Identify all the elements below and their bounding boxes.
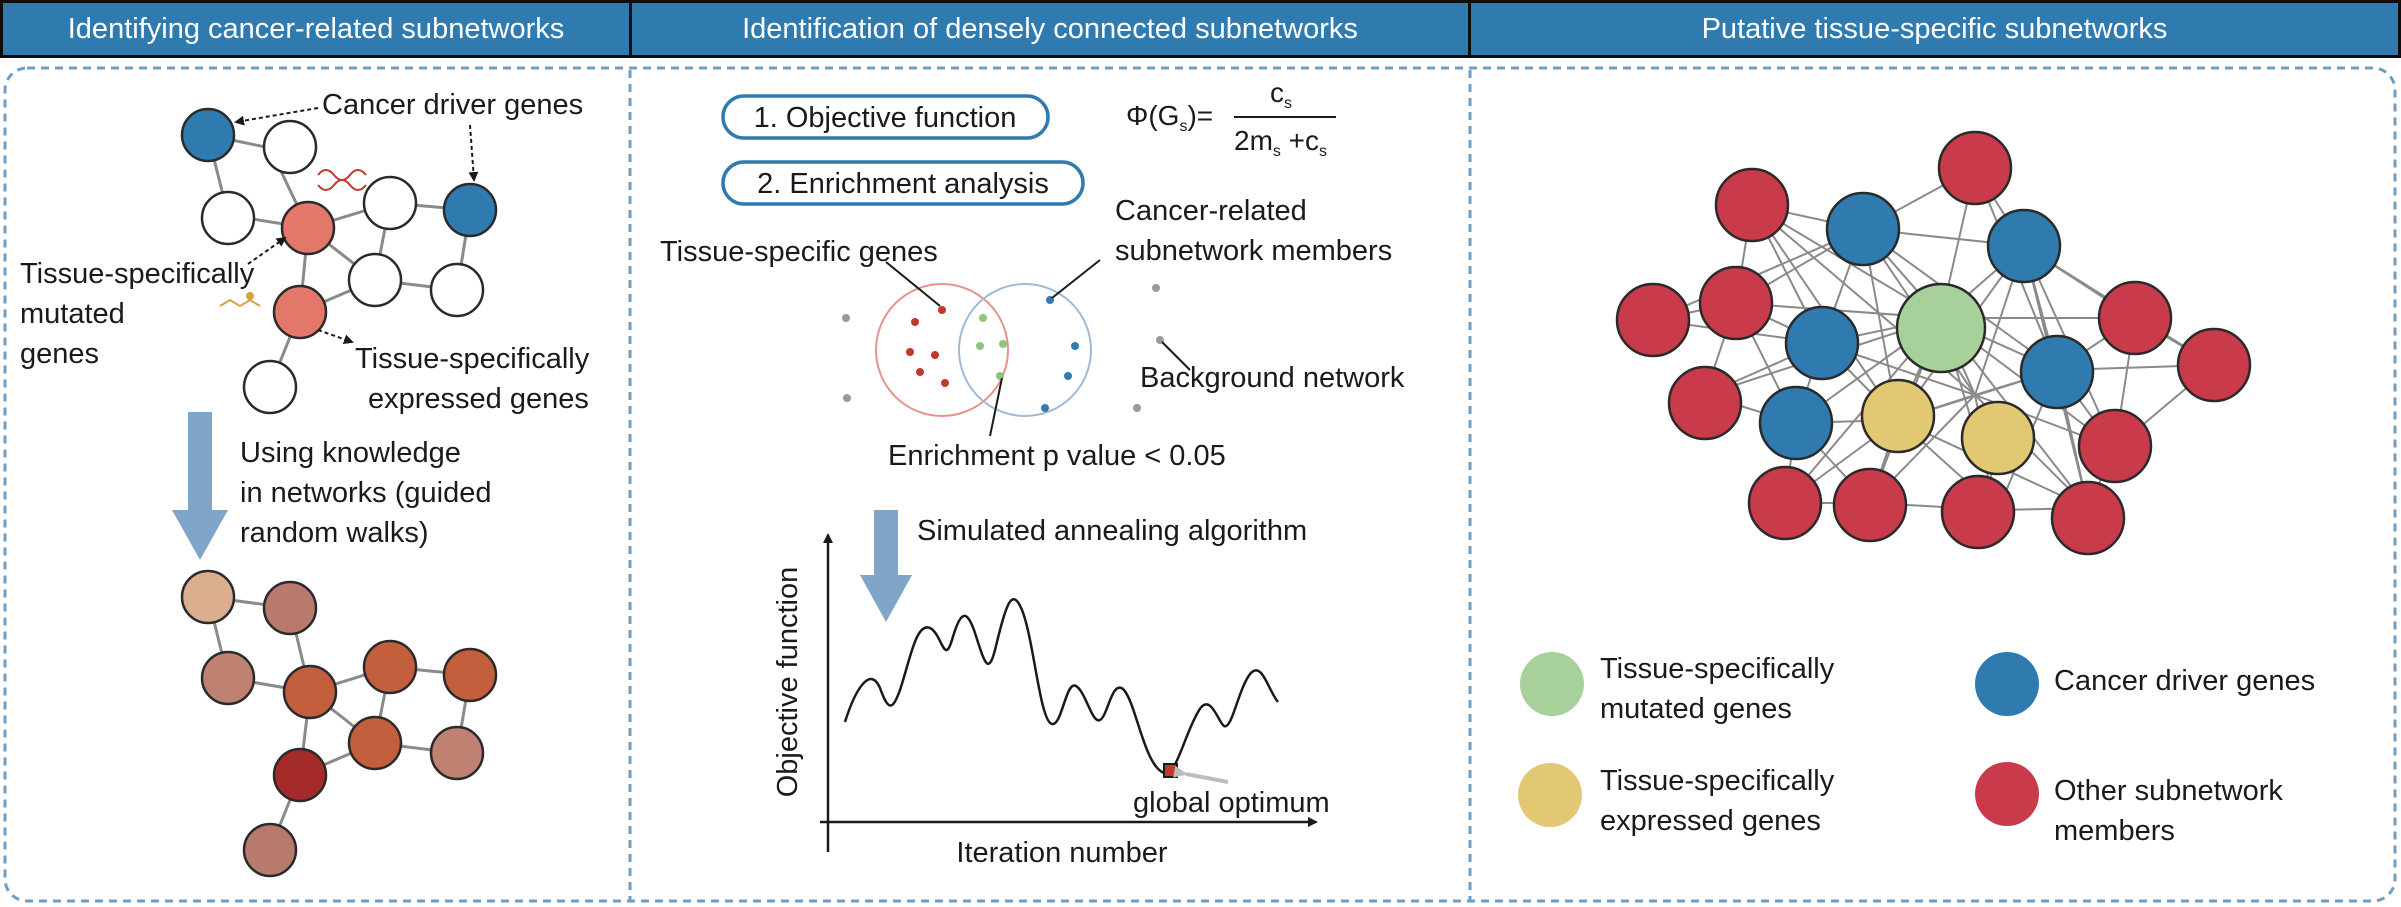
legend: Tissue-specifically mutated genes Tissue… [1518,652,2315,847]
step1-box [721,94,1050,140]
node-expressed [1960,400,2036,476]
legend-swatch-expressed [1518,763,1582,827]
node [429,262,485,318]
venn-right-label: Cancer-related subnetwork members [1115,195,1392,267]
node-driver [1758,385,1834,461]
legend-swatch-driver [1975,652,2039,716]
down-arrow-middle [860,510,912,622]
node-driver [1986,208,2062,284]
left-network-bottom [206,595,472,851]
node [200,190,256,246]
right-network-nodes [1615,130,2252,556]
legend-swatch-mutated [1520,652,1584,716]
legend-label-mutated: Tissue-specifically mutated genes [1600,653,1842,725]
venn-left-circle [875,283,1009,417]
node-other [2050,480,2126,556]
enrichment-pointer [989,377,1003,437]
node-driver [2019,334,2095,410]
node-expressed [272,284,328,340]
legend-label-expressed: Tissue-specifically expressed genes [1600,765,1842,837]
header-middle-title: Identification of densely connected subn… [742,12,1358,45]
arrow-mutated [247,236,287,265]
left-network-top-nodes [180,107,498,415]
node [347,252,403,308]
node-expressed [1860,378,1936,454]
node-other [1937,130,2013,206]
node-driver [442,182,498,238]
header-right: Putative tissue-specific subnetworks [1468,0,2401,58]
background-label: Background network [1140,362,1405,394]
venn-right-circle [958,283,1092,417]
step2-box [721,160,1085,206]
node-driver [1784,305,1860,381]
outer-dashed-frame [3,66,2397,903]
node [262,119,318,175]
down-arrow-left [172,412,228,560]
venn-dots-red [906,306,949,387]
objective-curve [843,598,1279,775]
node-other [2176,327,2252,403]
label-mutated: Tissue-specifically mutated genes [20,258,262,370]
step1-label: 1. Objective function [754,102,1017,134]
annealing-label: Simulated annealing algorithm [917,515,1307,547]
legend-label-other: Other subnetwork members [2054,775,2291,847]
node-other [1615,282,1691,358]
svg-text:cs: cs [1270,77,1292,112]
left-network-bottom-nodes [180,569,498,878]
header-left-title: Identifying cancer-related subnetworks [67,12,565,45]
arrow-driver-1 [234,107,319,126]
node-driver [1825,191,1901,267]
node-driver [180,107,236,163]
node-mutated [280,200,336,256]
node-other [1714,167,1790,243]
label-cancer-driver: Cancer driver genes [322,89,583,121]
dna-icon [317,169,367,191]
venn-left-pointer [885,261,941,307]
header-left: Identifying cancer-related subnetworks [0,0,632,58]
node [242,359,298,415]
node-other [1747,465,1823,541]
svg-text:2ms +cs: 2ms +cs [1234,125,1327,160]
legend-label-driver: Cancer driver genes [2054,665,2315,697]
y-axis-label: Objective function [772,567,804,798]
legend-swatch-other [1975,762,2039,826]
x-axis-label: Iteration number [956,837,1168,869]
header-middle: Identification of densely connected subn… [629,0,1471,58]
arrow-driver-2 [468,124,479,182]
node-mutated [1895,282,1987,374]
molecule-icon [219,292,261,308]
node-other [1940,474,2016,550]
venn-dots-green [976,314,1007,380]
enrichment-label: Enrichment p value < 0.05 [888,440,1226,472]
node-other [1832,467,1908,543]
global-optimum-marker [1163,763,1178,778]
svg-text:Φ(Gs)=: Φ(Gs)= [1126,100,1213,135]
node [362,175,418,231]
background-pointer [1161,341,1191,371]
optimum-pointer [1173,765,1229,784]
header-right-title: Putative tissue-specific subnetworks [1701,12,2168,45]
node-other [2077,408,2153,484]
node-other [1698,265,1774,341]
venn-left-label: Tissue-specific genes [660,236,938,268]
step2-label: 2. Enrichment analysis [757,168,1049,200]
optimum-label: global optimum [1133,787,1330,819]
arrow-expressed [317,329,354,345]
node-other [1667,365,1743,441]
venn-right-pointer [1051,259,1101,299]
label-expressed: Tissue-specifically expressed genes [355,343,597,415]
venn-dots-grey [842,284,1164,412]
node-other [2097,280,2173,356]
objective-formula: Φ(Gs)= cs 2ms +cs [1126,77,1336,160]
arrow-text-left: Using knowledge in networks (guided rand… [240,437,500,549]
